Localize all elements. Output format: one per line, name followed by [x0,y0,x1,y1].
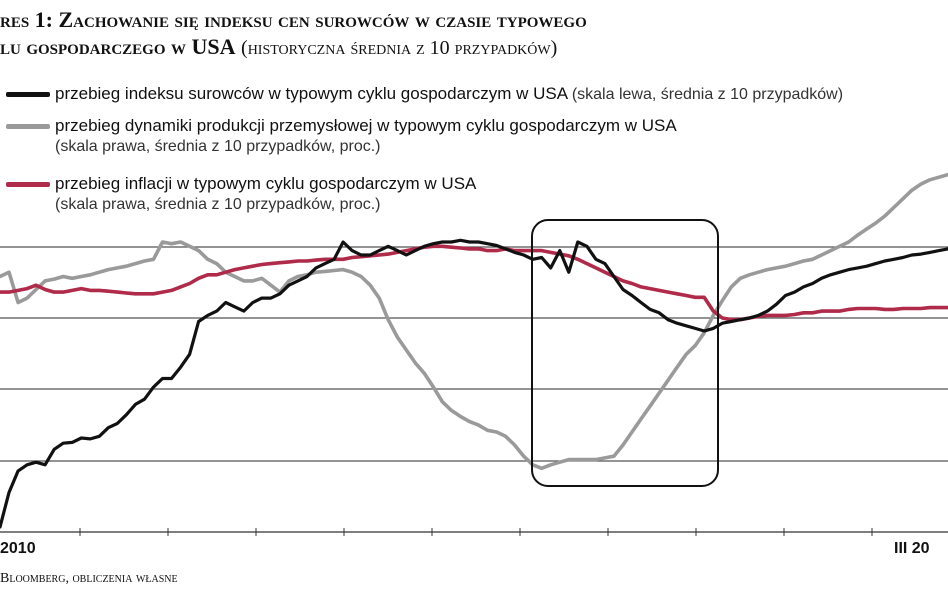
legend-swatch-commodities [6,92,50,97]
series-production-line [0,172,948,471]
x-tick-label-left: 2010 [0,540,36,557]
series-inflation-line [0,244,948,322]
title-line-2: lu gospodarczego w USA [0,34,236,59]
title-line-1: res 1: Zachowanie się indeksu cen surowc… [0,7,587,32]
legend-sub-inflation: (skala prawa, średnia z 10 przypadków, p… [55,196,381,213]
legend-label-inflation: przebieg inflacji w typowym cyklu gospod… [55,174,477,193]
chart-title: res 1: Zachowanie się indeksu cen surowc… [0,6,948,62]
legend-sub-production: (skala prawa, średnia z 10 przypadków, p… [55,138,381,155]
title-subtitle: (historyczna średnia z 10 przypadków) [241,37,558,59]
legend-label-commodities: przebieg indeksu surowców w typowym cykl… [55,84,568,103]
source-note: Bloomberg, obliczenia własne [0,571,178,586]
legend-swatch-inflation [6,182,50,187]
series-commodities-line [0,238,948,529]
highlight-box [531,219,719,487]
legend-swatch-production [6,124,50,129]
legend-label-production: przebieg dynamiki produkcji przemysłowej… [55,116,677,135]
x-tick-label-right: III 20 [894,540,930,557]
legend-note-commodities: (skala lewa, średnia z 10 przypadków) [571,86,844,103]
